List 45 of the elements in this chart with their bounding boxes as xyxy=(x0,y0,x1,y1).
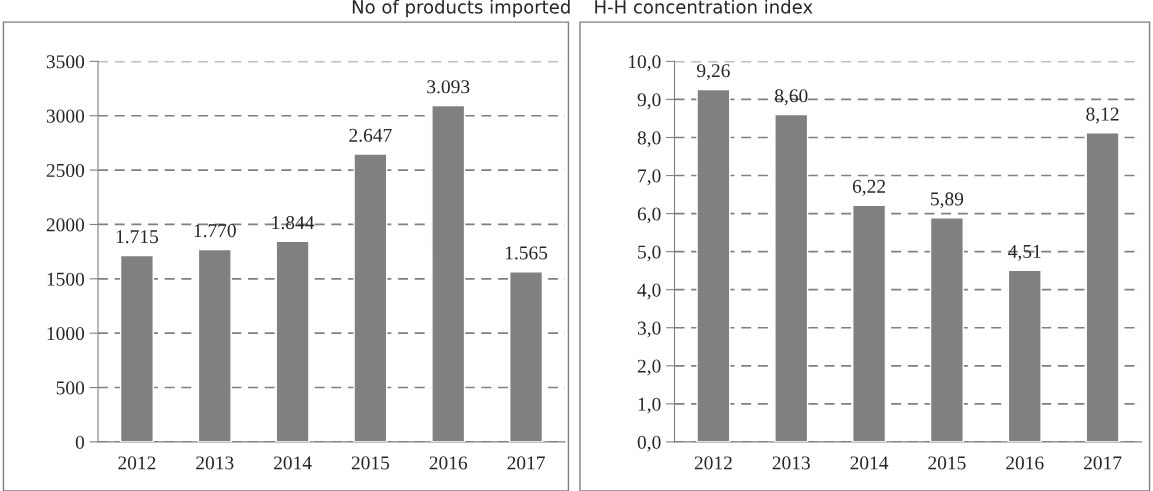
y-tick-label: 3,0 xyxy=(637,321,661,338)
x-tick-label: 2017 xyxy=(1083,456,1122,470)
y-tick-label: 1,0 xyxy=(638,397,661,414)
x-tick-label: 2014 xyxy=(850,456,889,470)
chart-title: No of products imported xyxy=(352,0,570,18)
data-label: 1.844 xyxy=(272,216,315,230)
y-tick-label: 9,0 xyxy=(637,93,661,110)
y-tick-label: 10,0 xyxy=(628,55,661,72)
x-tick-label: 2014 xyxy=(273,456,312,470)
x-tick-label: 2013 xyxy=(196,456,234,470)
y-tick-label: 500 xyxy=(56,381,85,395)
data-label: 4,51 xyxy=(1008,244,1041,261)
x-tick-label: 2013 xyxy=(772,456,810,470)
y-tick-label: 2500 xyxy=(46,163,85,178)
data-label: 5,89 xyxy=(931,192,964,209)
y-tick-label: 3500 xyxy=(46,55,85,69)
y-tick-label: 0 xyxy=(75,435,85,449)
y-tick-label: 6,0 xyxy=(637,207,661,224)
chart-title: H-H concentration index xyxy=(595,0,813,14)
x-tick-label: 2015 xyxy=(928,456,966,470)
y-tick-label: 1500 xyxy=(47,272,85,286)
data-label: 1.715 xyxy=(116,230,159,244)
x-tick-label: 2015 xyxy=(351,456,390,470)
data-label: 9,26 xyxy=(697,64,730,81)
data-label: 1.770 xyxy=(194,224,236,238)
data-label: 3.093 xyxy=(427,80,470,94)
data-label: 6,22 xyxy=(852,179,886,196)
y-tick-label: 7,0 xyxy=(638,169,661,186)
x-tick-label: 2012 xyxy=(694,456,732,470)
y-tick-label: 5,0 xyxy=(638,245,661,262)
y-tick-label: 4,0 xyxy=(637,283,661,300)
x-tick-label: 2016 xyxy=(429,456,468,470)
data-label: 1.565 xyxy=(505,246,548,260)
data-label: 8,60 xyxy=(774,89,808,106)
y-tick-label: 2,0 xyxy=(637,359,661,376)
data-label: 8,12 xyxy=(1086,107,1119,124)
y-tick-label: 2000 xyxy=(46,218,85,232)
data-label: 2.647 xyxy=(349,128,392,142)
y-tick-label: 1000 xyxy=(47,326,85,341)
x-tick-label: 2012 xyxy=(118,456,156,470)
y-tick-label: 8,0 xyxy=(637,131,661,148)
x-tick-label: 2017 xyxy=(507,456,545,470)
y-tick-label: 3000 xyxy=(46,109,85,123)
x-tick-label: 2016 xyxy=(1006,456,1044,470)
y-tick-label: 0,0 xyxy=(637,435,661,452)
